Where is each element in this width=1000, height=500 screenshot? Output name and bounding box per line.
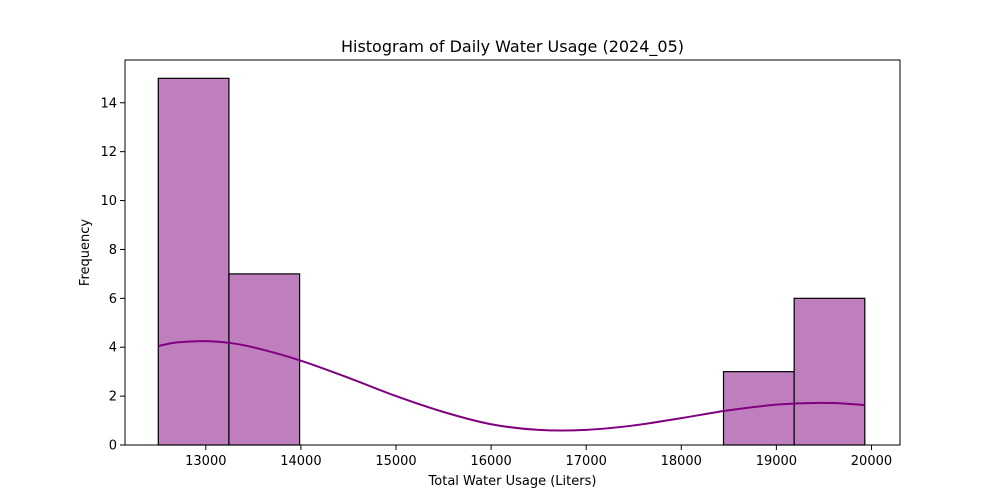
x-tick-label: 18000 (661, 454, 702, 469)
kde-curve (158, 340, 865, 432)
histogram-bar-8 (722, 371, 795, 446)
x-tick-label: 13000 (185, 454, 226, 469)
y-axis-label: Frequency (78, 219, 93, 286)
y-tick-label: 10 (100, 194, 117, 209)
y-tick-label: 8 (109, 243, 117, 258)
x-tick-label: 15000 (375, 454, 416, 469)
chart-title: Histogram of Daily Water Usage (2024_05) (341, 37, 684, 57)
x-axis-label: Total Water Usage (Liters) (428, 474, 597, 489)
histogram-bars (157, 77, 866, 446)
histogram-bar-9 (793, 297, 866, 446)
histogram-bar-1 (228, 273, 301, 446)
y-axis-ticks: 0 2 4 6 8 10 12 14 (100, 96, 125, 454)
y-tick-label: 14 (100, 96, 117, 111)
x-axis-ticks: 13000 14000 15000 16000 17000 18000 19000 20000 (185, 445, 892, 469)
x-tick-label: 16000 (470, 454, 511, 469)
y-tick-label: 2 (109, 390, 117, 405)
x-tick-label: 14000 (280, 454, 321, 469)
y-tick-label: 4 (109, 341, 117, 356)
x-tick-label: 20000 (851, 454, 892, 469)
histogram-bar-0 (157, 77, 230, 446)
plot-area-frame (124, 59, 901, 446)
x-tick-label: 19000 (756, 454, 797, 469)
y-tick-label: 12 (100, 145, 117, 160)
x-tick-label: 17000 (566, 454, 607, 469)
y-tick-label: 6 (109, 292, 117, 307)
y-tick-label: 0 (109, 439, 117, 454)
